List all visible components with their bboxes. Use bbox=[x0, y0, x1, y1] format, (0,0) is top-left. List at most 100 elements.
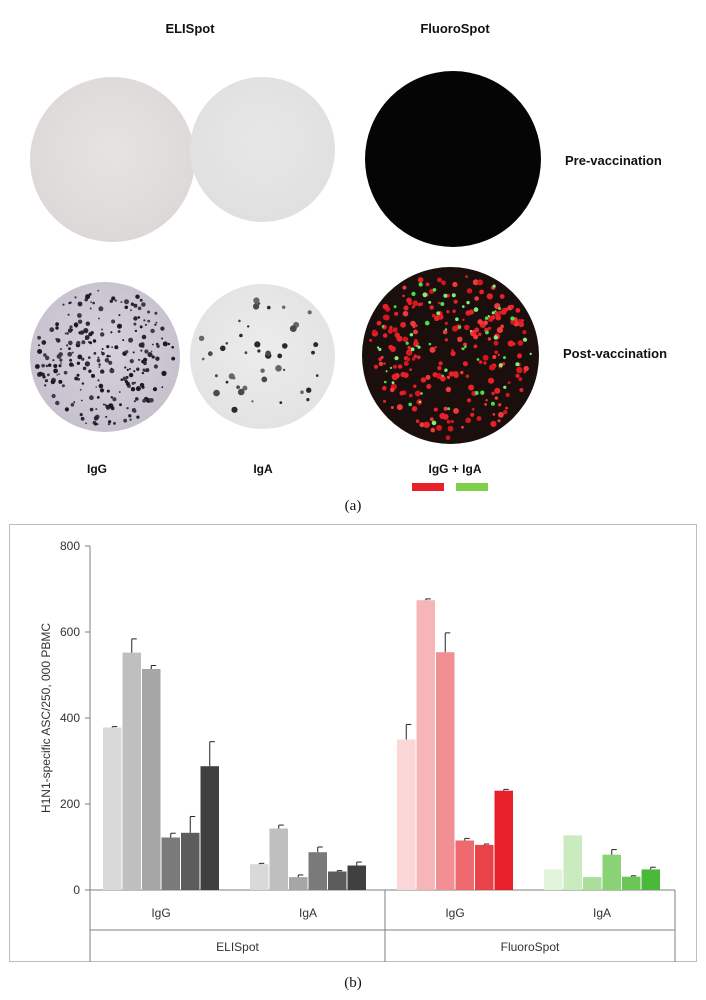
spot bbox=[101, 348, 104, 350]
spot bbox=[497, 353, 500, 357]
spot bbox=[104, 358, 110, 363]
spot bbox=[261, 376, 268, 383]
bar bbox=[269, 828, 288, 890]
spot bbox=[457, 336, 463, 342]
spot bbox=[90, 301, 92, 303]
well-fluorospot-pre bbox=[365, 71, 541, 247]
spot bbox=[141, 302, 146, 307]
spot bbox=[430, 427, 436, 433]
spot bbox=[89, 407, 94, 412]
spot bbox=[503, 356, 506, 360]
spot bbox=[64, 407, 69, 412]
spot bbox=[151, 355, 155, 359]
spot bbox=[313, 342, 319, 348]
spot bbox=[97, 423, 99, 425]
spot bbox=[100, 351, 103, 353]
spot bbox=[242, 385, 248, 391]
spot bbox=[109, 368, 115, 374]
bar bbox=[347, 865, 366, 890]
spot bbox=[108, 403, 114, 409]
spot bbox=[432, 288, 437, 292]
spot bbox=[387, 328, 393, 334]
spot bbox=[515, 373, 520, 378]
spot bbox=[383, 314, 390, 321]
spot bbox=[412, 300, 419, 307]
spot bbox=[277, 353, 283, 359]
spot bbox=[89, 307, 92, 310]
spot bbox=[254, 341, 261, 348]
spot bbox=[154, 311, 158, 315]
spot bbox=[140, 342, 145, 347]
spot bbox=[66, 344, 69, 347]
spot bbox=[452, 281, 458, 288]
spot bbox=[409, 393, 413, 398]
spot bbox=[418, 282, 423, 287]
spot bbox=[477, 319, 483, 325]
spot bbox=[523, 365, 529, 372]
bar bbox=[397, 739, 416, 890]
spot bbox=[85, 321, 90, 326]
spot bbox=[110, 396, 114, 399]
spot bbox=[108, 355, 111, 358]
spot bbox=[50, 379, 56, 385]
spot bbox=[238, 319, 241, 323]
spot bbox=[446, 375, 451, 379]
spot bbox=[100, 369, 105, 374]
spot bbox=[128, 372, 134, 378]
spot bbox=[462, 305, 465, 308]
spot bbox=[483, 320, 488, 326]
spot bbox=[128, 337, 134, 343]
spot bbox=[397, 364, 403, 369]
spot bbox=[384, 380, 387, 384]
spot bbox=[440, 375, 446, 382]
spot bbox=[389, 325, 393, 330]
spot bbox=[47, 373, 50, 377]
spot bbox=[44, 384, 47, 387]
spot bbox=[499, 294, 505, 299]
spot bbox=[447, 407, 451, 411]
spot bbox=[402, 310, 409, 317]
spot bbox=[149, 398, 154, 403]
spot bbox=[445, 435, 451, 440]
spot bbox=[96, 396, 100, 399]
spot bbox=[464, 324, 470, 331]
spot bbox=[474, 327, 480, 333]
spot bbox=[147, 319, 151, 323]
spot bbox=[138, 358, 141, 361]
spot bbox=[411, 291, 416, 296]
spot bbox=[154, 323, 157, 326]
spot bbox=[59, 358, 63, 362]
spot bbox=[35, 364, 40, 369]
spot bbox=[113, 422, 116, 425]
spot bbox=[112, 397, 117, 402]
spot bbox=[444, 338, 448, 342]
spot bbox=[61, 384, 65, 388]
spot bbox=[518, 321, 525, 328]
well-fluorospot-post bbox=[362, 267, 539, 444]
spot bbox=[437, 365, 442, 371]
spot bbox=[152, 387, 158, 392]
spot bbox=[460, 370, 464, 375]
row-label-post: Post-vaccination bbox=[563, 346, 668, 361]
spot bbox=[136, 367, 140, 371]
spot bbox=[56, 338, 61, 343]
spot bbox=[71, 351, 74, 354]
spot bbox=[41, 363, 45, 368]
spot bbox=[117, 323, 122, 329]
spot bbox=[82, 366, 87, 371]
spot bbox=[275, 365, 282, 372]
spot bbox=[419, 422, 425, 428]
spot bbox=[213, 389, 220, 397]
spot bbox=[171, 356, 176, 361]
spot bbox=[74, 296, 77, 299]
spot bbox=[488, 377, 495, 384]
spot bbox=[289, 325, 297, 332]
y-tick-label: 200 bbox=[60, 797, 80, 811]
spot bbox=[150, 328, 155, 334]
spot bbox=[114, 299, 118, 302]
spot bbox=[410, 320, 416, 327]
spot bbox=[130, 302, 135, 306]
spot bbox=[142, 368, 146, 372]
spot bbox=[516, 366, 523, 374]
spot bbox=[437, 301, 441, 305]
